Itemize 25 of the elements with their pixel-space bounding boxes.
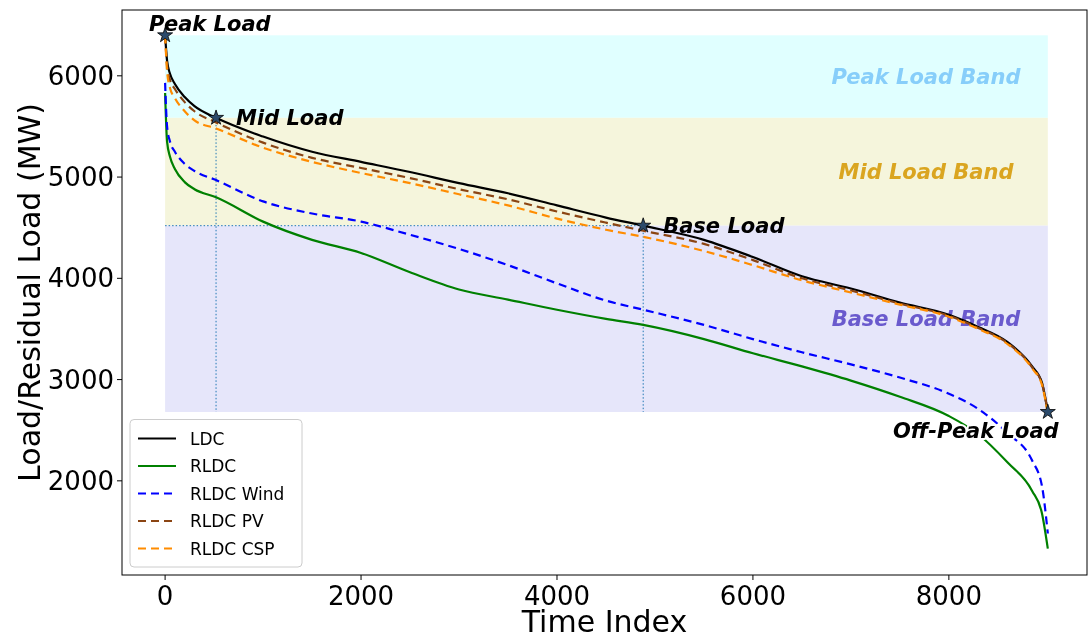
x-tick-label: 0	[156, 581, 174, 611]
point	[635, 217, 652, 233]
x-tick-label: 6000	[719, 581, 787, 611]
band-label: Peak Load Band	[831, 64, 1022, 89]
legend-label: LDC	[190, 428, 225, 449]
legend-label: RLDC Wind	[190, 483, 285, 504]
y-tick-label: 3000	[47, 364, 114, 395]
band-label: Mid Load Band	[838, 159, 1015, 184]
y-tick-label: 6000	[47, 60, 114, 91]
x-tick-label: 8000	[915, 581, 982, 611]
legend-label: RLDC CSP	[190, 538, 275, 559]
legend-label: RLDC	[190, 456, 237, 476]
legend-label: RLDC PV	[190, 511, 264, 531]
annotation: Base Load	[663, 213, 786, 238]
annotation: Mid Load	[236, 105, 345, 130]
y-tick-label: 2000	[47, 465, 114, 496]
band-label: Base Load Band	[831, 306, 1022, 331]
y-tick-label: 4000	[47, 263, 114, 294]
x-axis-title: Time Index	[520, 604, 688, 637]
annotation: Peak Load	[149, 12, 272, 37]
y-tick-label: 5000	[47, 162, 114, 193]
point	[208, 109, 224, 125]
y-axis-title: Load/Residual Load (MW)	[12, 103, 47, 482]
x-tick-label: 2000	[327, 581, 395, 611]
point	[1039, 403, 1056, 419]
